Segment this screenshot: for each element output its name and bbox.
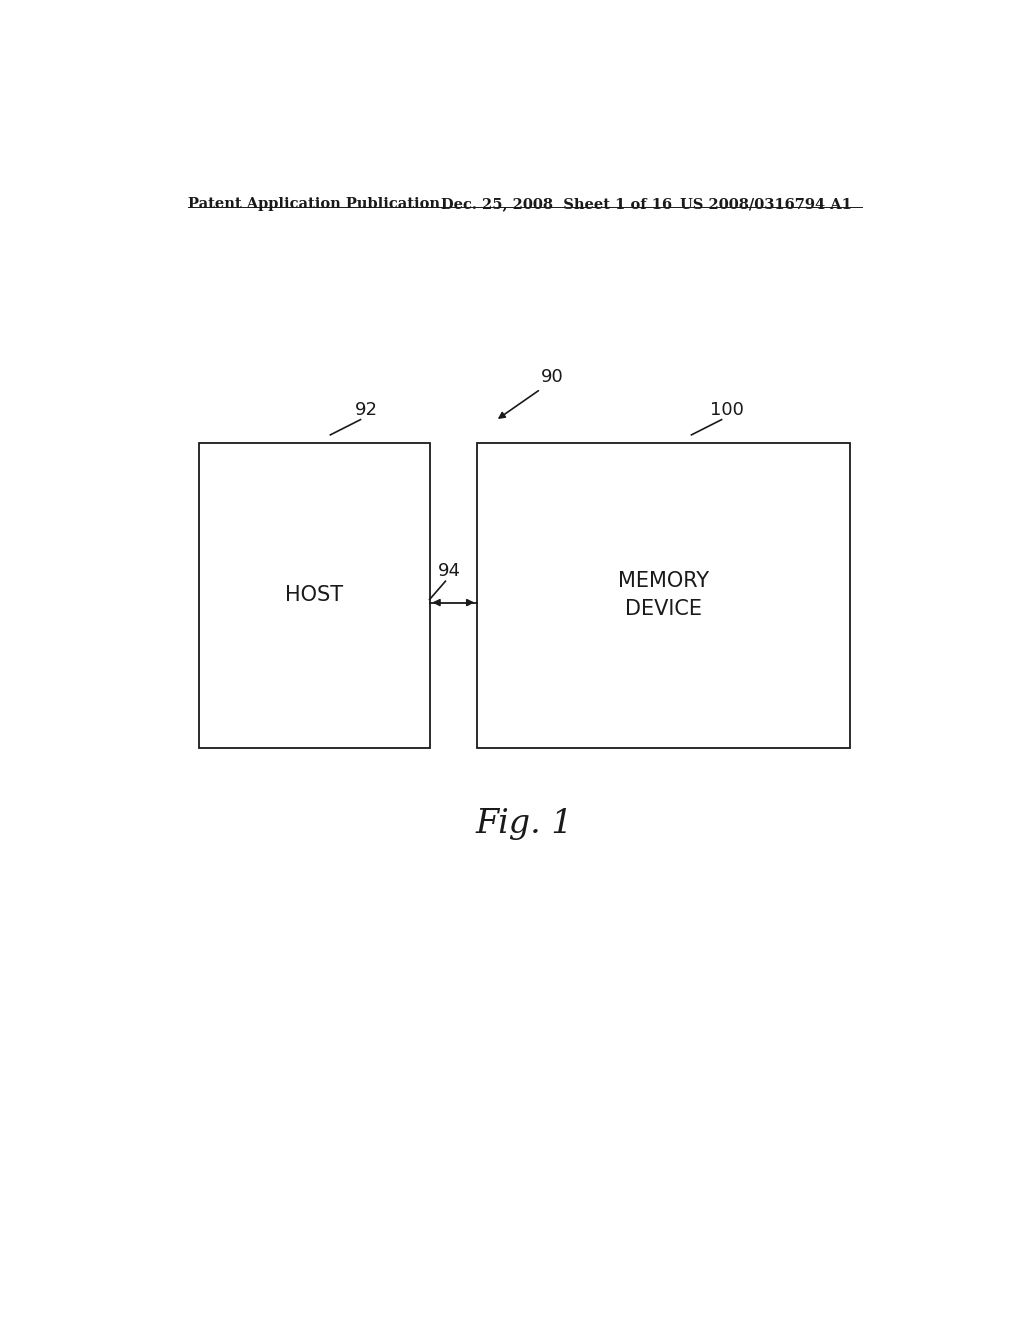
Text: 90: 90 [542, 368, 564, 385]
Bar [477, 444, 850, 748]
Text: Fig. 1: Fig. 1 [476, 808, 573, 840]
Text: 100: 100 [711, 401, 744, 420]
Bar [200, 444, 430, 748]
Text: Dec. 25, 2008  Sheet 1 of 16: Dec. 25, 2008 Sheet 1 of 16 [441, 197, 673, 211]
Text: Patent Application Publication: Patent Application Publication [187, 197, 439, 211]
Text: MEMORY
DEVICE: MEMORY DEVICE [618, 572, 710, 619]
Text: US 2008/0316794 A1: US 2008/0316794 A1 [680, 197, 851, 211]
Text: HOST: HOST [286, 586, 344, 606]
Text: 92: 92 [354, 401, 378, 420]
Text: 94: 94 [438, 562, 461, 579]
